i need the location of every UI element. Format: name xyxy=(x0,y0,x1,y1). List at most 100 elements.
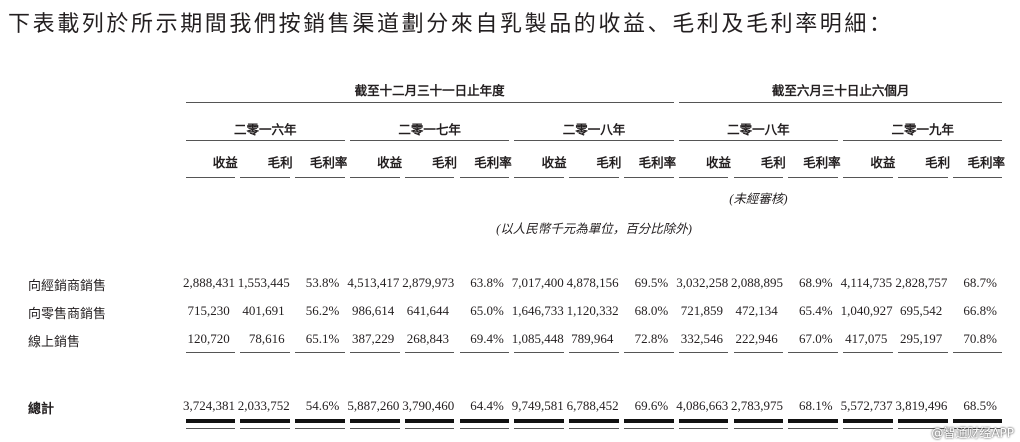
total-double-rule xyxy=(952,428,1003,429)
table-cell: 4,114,735 xyxy=(840,275,893,290)
total-double-rule xyxy=(459,428,510,429)
row-label: 向零售商銷售 xyxy=(28,306,107,321)
table-cell: 641,644 xyxy=(406,303,449,318)
subtotal-rule xyxy=(404,352,455,353)
subtotal-rule xyxy=(240,352,291,353)
year-header: 二零一六年 xyxy=(233,123,297,137)
table-cell: 1,040,927 xyxy=(840,303,893,318)
subtotal-rule xyxy=(897,352,948,353)
table-cell: 401,691 xyxy=(242,303,285,318)
page-title: 下表載列於所示期間我們按銷售渠道劃分來自乳製品的收益、毛利及毛利率明細： xyxy=(8,11,894,36)
total-cell: 5,572,737 xyxy=(840,398,893,413)
row-label: 線上銷售 xyxy=(28,334,81,349)
total-thick-rule xyxy=(843,419,893,423)
column-header: 毛利率 xyxy=(638,156,677,170)
total-thick-rule xyxy=(678,419,729,423)
column-header-rule xyxy=(569,177,619,178)
table-cell: 715,230 xyxy=(187,303,230,318)
subtotal-rule xyxy=(843,352,893,353)
column-header: 毛利率 xyxy=(803,156,841,170)
total-double-rule xyxy=(733,428,784,429)
unaudited-note: (未經審核) xyxy=(729,192,788,206)
total-double-rule xyxy=(623,428,674,429)
year-header: 二零一七年 xyxy=(398,123,461,137)
table-cell: 68.0% xyxy=(634,303,669,318)
total-cell: 3,790,460 xyxy=(402,398,455,413)
column-header: 收益 xyxy=(870,156,896,170)
table-cell: 67.0% xyxy=(799,331,833,346)
table-cell: 3,032,258 xyxy=(676,275,729,290)
table-cell: 7,017,400 xyxy=(511,275,564,290)
subtotal-rule xyxy=(569,352,619,353)
column-header-rule xyxy=(843,177,893,178)
total-cell: 3,724,381 xyxy=(183,398,235,413)
table-cell: 65.4% xyxy=(799,303,833,318)
total-cell: 68.1% xyxy=(799,398,833,413)
column-header: 收益 xyxy=(212,156,238,170)
total-thick-rule xyxy=(295,419,345,423)
total-thick-rule xyxy=(788,419,839,423)
table-cell: 1,085,448 xyxy=(511,331,564,346)
table-cell: 295,197 xyxy=(899,331,943,346)
table-cell: 56.2% xyxy=(305,303,340,318)
table-cell: 721,859 xyxy=(680,303,723,318)
total-thick-rule xyxy=(514,419,565,423)
table-cell: 222,946 xyxy=(735,331,778,346)
table-cell: 70.8% xyxy=(963,331,997,346)
table-cell: 53.8% xyxy=(305,275,340,290)
column-header-rule xyxy=(514,177,565,178)
table-cell: 2,828,757 xyxy=(895,275,948,290)
total-cell: 2,033,752 xyxy=(237,398,290,413)
total-cell: 69.6% xyxy=(634,398,669,413)
table-cell: 66.8% xyxy=(963,303,997,318)
column-header: 毛利 xyxy=(925,156,951,170)
subtotal-rule xyxy=(678,352,729,353)
total-thick-rule xyxy=(404,419,455,423)
total-thick-rule xyxy=(569,419,619,423)
year-rule xyxy=(185,140,345,141)
total-thick-rule xyxy=(733,419,784,423)
column-header-rule xyxy=(295,177,345,178)
total-double-rule xyxy=(569,428,619,429)
period-group-rule xyxy=(678,102,1003,103)
watermark: @智通财经APP xyxy=(931,426,1014,440)
year-rule xyxy=(349,140,510,141)
table-cell: 387,229 xyxy=(351,331,395,346)
year-rule xyxy=(678,140,839,141)
column-header-rule xyxy=(404,177,455,178)
column-header-rule xyxy=(185,177,236,178)
year-header: 二零一八年 xyxy=(562,123,626,137)
total-double-rule xyxy=(678,428,729,429)
total-thick-rule xyxy=(240,419,291,423)
total-double-rule xyxy=(295,428,345,429)
column-header: 收益 xyxy=(541,156,567,170)
table-cell: 1,646,733 xyxy=(511,303,564,318)
column-header-rule xyxy=(623,177,674,178)
total-cell: 3,819,496 xyxy=(895,398,948,413)
year-header: 二零一八年 xyxy=(727,123,790,137)
year-rule xyxy=(843,140,1003,141)
column-header-rule xyxy=(678,177,729,178)
table-cell: 65.1% xyxy=(305,331,340,346)
total-double-rule xyxy=(404,428,455,429)
year-rule xyxy=(514,140,674,141)
subtotal-rule xyxy=(185,352,236,353)
table-cell: 1,553,445 xyxy=(237,275,290,290)
total-label: 總計 xyxy=(28,401,55,416)
table-cell: 2,879,973 xyxy=(402,275,455,290)
table-cell: 417,075 xyxy=(845,331,888,346)
table-cell: 68.9% xyxy=(799,275,833,290)
unit-note: (以人民幣千元為單位，百分比除外) xyxy=(496,222,692,236)
column-header-rule xyxy=(788,177,839,178)
table-cell: 63.8% xyxy=(470,275,504,290)
total-double-rule xyxy=(349,428,400,429)
table-cell: 72.8% xyxy=(634,331,669,346)
table-cell: 789,964 xyxy=(571,331,614,346)
table-cell: 268,843 xyxy=(406,331,449,346)
total-double-rule xyxy=(185,428,236,429)
column-header-rule xyxy=(897,177,948,178)
subtotal-rule xyxy=(952,352,1003,353)
period-group-header: 截至六月三十日止六個月 xyxy=(771,84,910,98)
column-header: 收益 xyxy=(705,156,731,170)
total-double-rule xyxy=(514,428,565,429)
